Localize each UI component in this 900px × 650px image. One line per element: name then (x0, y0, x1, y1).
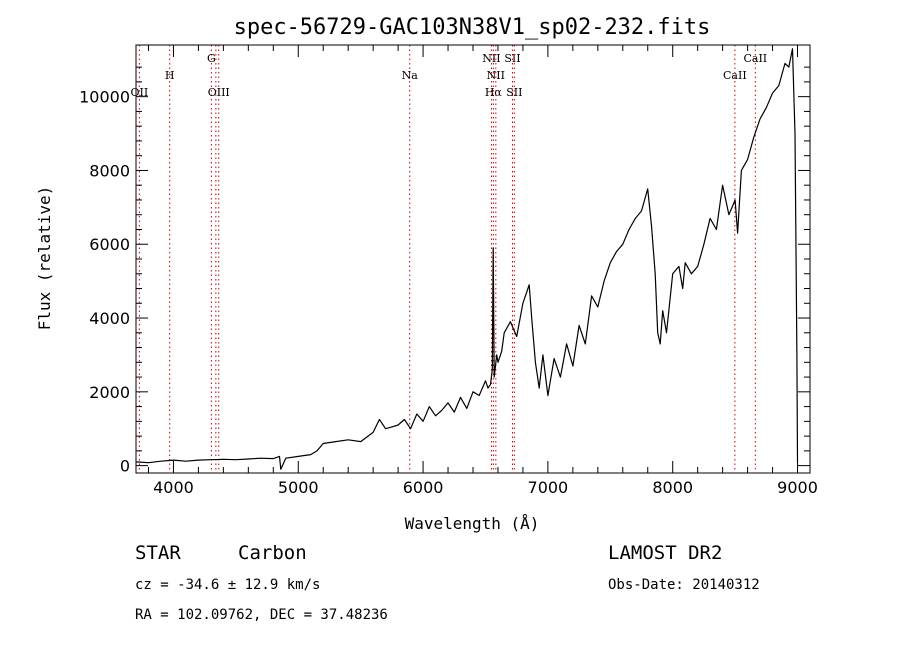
y-tick-label-2: 4000 (89, 309, 130, 328)
x-tick-label-1: 5000 (278, 478, 319, 497)
survey-name: LAMOST DR2 (608, 542, 722, 564)
y-tick-label-5: 10000 (79, 88, 130, 107)
y-axis-label: Flux (relative) (35, 186, 54, 331)
line-marker-label-1: H (165, 69, 175, 82)
object-subclass: Carbon (238, 542, 307, 564)
x-tick-label-3: 7000 (528, 478, 569, 497)
x-tick-label-4: 8000 (652, 478, 693, 497)
x-tick-label-2: 6000 (403, 478, 444, 497)
plot-frame (135, 44, 811, 474)
redshift-velocity: cz = -34.6 ± 12.9 km/s (135, 577, 320, 593)
x-axis-label: Wavelength (Å) (405, 514, 540, 533)
line-marker-label-7: Hα (485, 86, 503, 99)
line-marker-label-6: NII (482, 52, 500, 65)
y-tick-label-3: 6000 (89, 235, 130, 254)
x-tick-label-0: 4000 (153, 478, 194, 497)
line-marker-label-8: NII (487, 69, 505, 82)
line-marker-label-12: CaII (743, 52, 767, 65)
line-marker-label-10: SII (506, 86, 522, 99)
line-marker-label-2: G (207, 52, 216, 65)
line-marker-label-0: OII (131, 86, 149, 99)
y-tick-label-1: 2000 (89, 383, 130, 402)
x-tick-label-5: 9000 (777, 478, 818, 497)
object-class: STAR (135, 542, 181, 564)
line-marker-label-4: OIII (208, 86, 230, 99)
sky-coordinates: RA = 102.09762, DEC = 37.48236 (135, 607, 388, 623)
y-tick-label-4: 8000 (89, 161, 130, 180)
line-marker-label-11: CaII (723, 69, 747, 82)
observation-date: Obs-Date: 20140312 (608, 577, 760, 593)
chart-title: spec-56729-GAC103N38V1_sp02-232.fits (234, 15, 711, 40)
line-marker-label-9: SII (504, 52, 520, 65)
line-marker-label-5: Na (402, 69, 419, 82)
spectrum-series-0 (135, 48, 799, 470)
y-tick-label-0: 0 (120, 457, 130, 476)
